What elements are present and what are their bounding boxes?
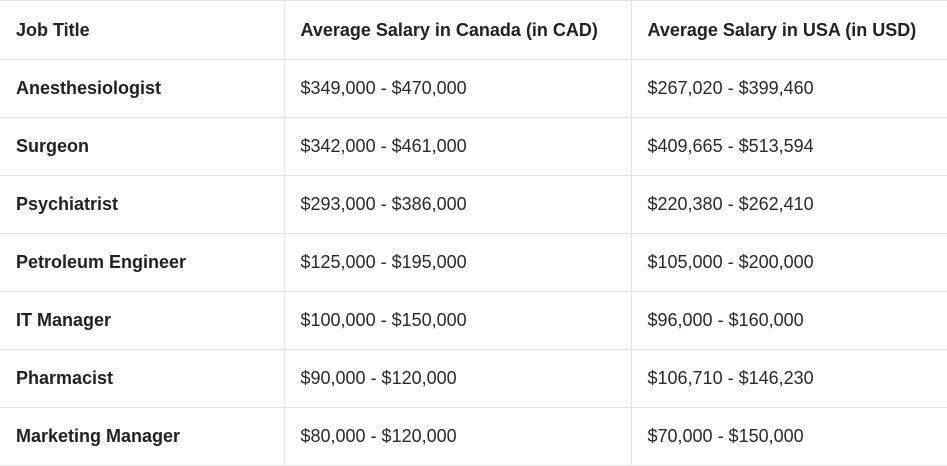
salary-usa-cell: $220,380 - $262,410 xyxy=(630,175,947,234)
table-header: Job Title Average Salary in Canada (in C… xyxy=(0,0,947,60)
job-title-cell: Marketing Manager xyxy=(0,407,285,466)
salary-usa-cell: $106,710 - $146,230 xyxy=(630,349,947,408)
table-row: Petroleum Engineer $125,000 - $195,000 $… xyxy=(0,233,947,292)
job-title-cell: IT Manager xyxy=(0,291,285,350)
job-title-cell: Psychiatrist xyxy=(0,175,285,234)
table-row: Marketing Manager $80,000 - $120,000 $70… xyxy=(0,407,947,466)
salary-usa-cell: $409,665 - $513,594 xyxy=(630,117,947,176)
header-row: Job Title Average Salary in Canada (in C… xyxy=(0,0,947,60)
job-title-cell: Petroleum Engineer xyxy=(0,233,285,292)
header-salary-canada: Average Salary in Canada (in CAD) xyxy=(283,0,632,60)
header-salary-usa: Average Salary in USA (in USD) xyxy=(630,0,947,60)
salary-canada-cell: $342,000 - $461,000 xyxy=(283,117,632,176)
table-row: IT Manager $100,000 - $150,000 $96,000 -… xyxy=(0,291,947,350)
table-row: Pharmacist $90,000 - $120,000 $106,710 -… xyxy=(0,349,947,408)
salary-usa-cell: $267,020 - $399,460 xyxy=(630,59,947,118)
table-row: Anesthesiologist $349,000 - $470,000 $26… xyxy=(0,59,947,118)
salary-usa-cell: $70,000 - $150,000 xyxy=(630,407,947,466)
table-body: Anesthesiologist $349,000 - $470,000 $26… xyxy=(0,59,947,466)
salary-canada-cell: $349,000 - $470,000 xyxy=(283,59,632,118)
salary-canada-cell: $90,000 - $120,000 xyxy=(283,349,632,408)
header-job-title: Job Title xyxy=(0,0,285,60)
salary-canada-cell: $80,000 - $120,000 xyxy=(283,407,632,466)
salary-usa-cell: $96,000 - $160,000 xyxy=(630,291,947,350)
salary-canada-cell: $125,000 - $195,000 xyxy=(283,233,632,292)
salary-usa-cell: $105,000 - $200,000 xyxy=(630,233,947,292)
table-row: Psychiatrist $293,000 - $386,000 $220,38… xyxy=(0,175,947,234)
salary-canada-cell: $293,000 - $386,000 xyxy=(283,175,632,234)
job-title-cell: Surgeon xyxy=(0,117,285,176)
job-title-cell: Pharmacist xyxy=(0,349,285,408)
job-title-cell: Anesthesiologist xyxy=(0,59,285,118)
table-row: Surgeon $342,000 - $461,000 $409,665 - $… xyxy=(0,117,947,176)
salary-canada-cell: $100,000 - $150,000 xyxy=(283,291,632,350)
